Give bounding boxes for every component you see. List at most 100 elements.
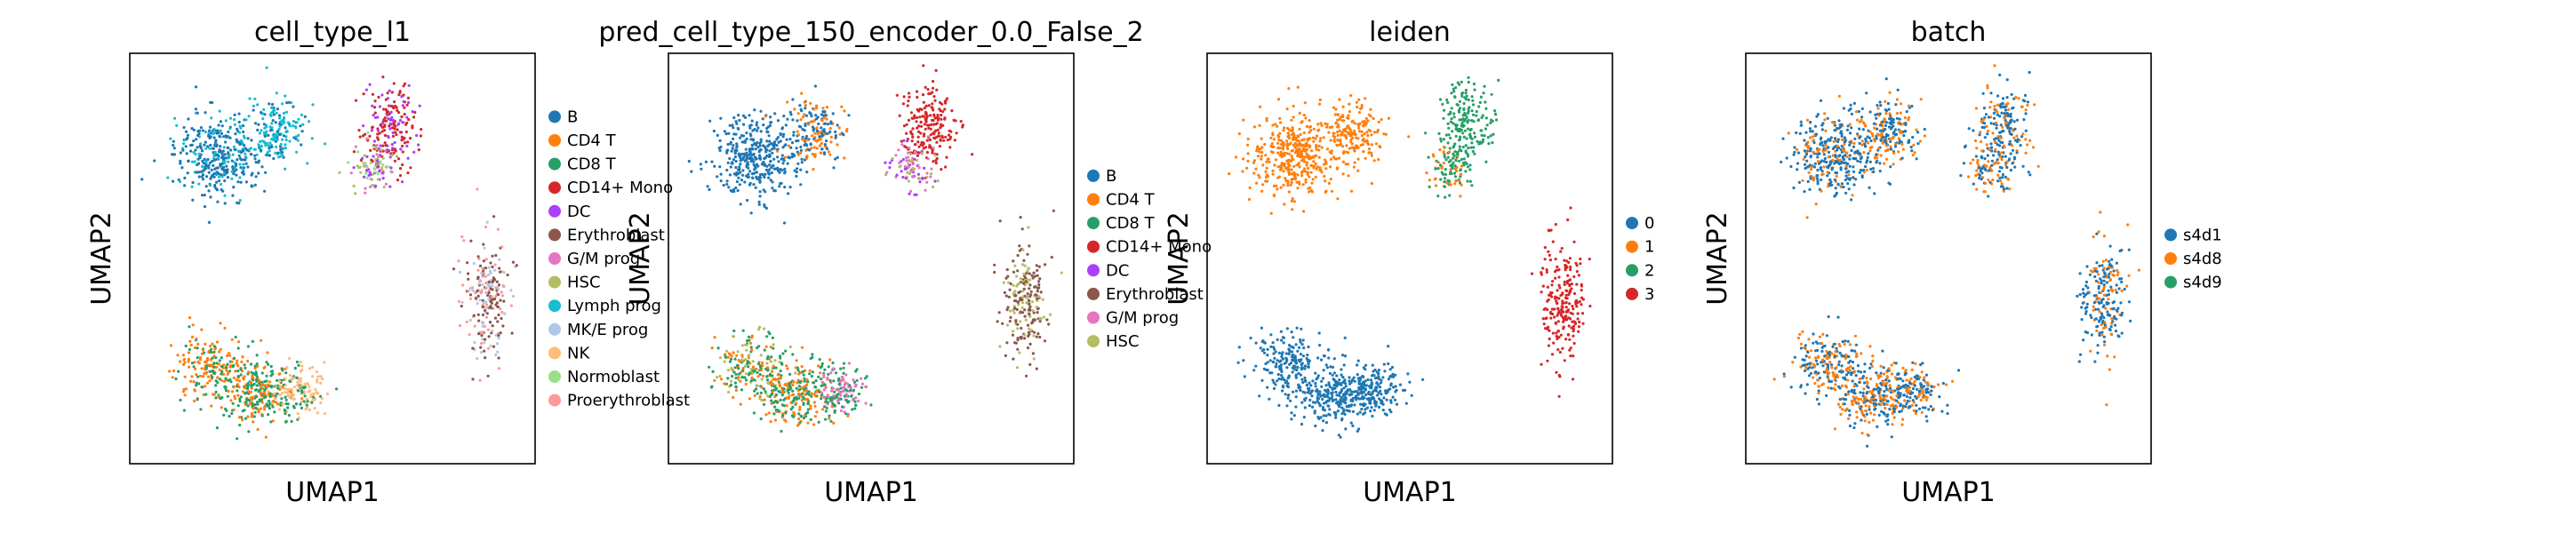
scatter-point bbox=[1480, 133, 1484, 137]
scatter-point bbox=[1338, 129, 1341, 132]
scatter-point bbox=[932, 160, 935, 163]
scatter-point bbox=[1567, 302, 1572, 306]
scatter-point bbox=[783, 155, 787, 159]
scatter-point bbox=[276, 107, 279, 111]
scatter-point bbox=[255, 153, 259, 156]
legend-label: DC bbox=[1106, 261, 1129, 280]
scatter-point bbox=[809, 101, 812, 105]
scatter-point bbox=[1298, 147, 1301, 151]
scatter-point bbox=[214, 379, 218, 383]
scatter-point bbox=[372, 139, 376, 143]
scatter-point bbox=[935, 122, 939, 125]
scatter-point bbox=[905, 123, 908, 126]
scatter-point bbox=[478, 378, 482, 382]
scatter-point bbox=[820, 151, 823, 155]
scatter-point bbox=[828, 417, 831, 420]
scatter-point bbox=[498, 266, 501, 270]
scatter-point bbox=[275, 91, 278, 95]
scatter-point bbox=[1556, 320, 1560, 323]
scatter-point bbox=[362, 92, 365, 96]
scatter-point bbox=[210, 364, 213, 368]
scatter-point bbox=[1315, 144, 1318, 147]
scatter-point bbox=[1013, 293, 1017, 298]
scatter-point bbox=[382, 186, 386, 189]
scatter-point bbox=[1492, 132, 1495, 136]
scatter-point bbox=[394, 149, 397, 153]
scatter-point bbox=[937, 116, 940, 120]
scatter-point bbox=[1481, 114, 1484, 117]
scatter-point bbox=[808, 372, 812, 376]
scatter-point bbox=[1553, 315, 1556, 319]
scatter-point bbox=[1407, 135, 1411, 139]
scatter-point bbox=[1338, 394, 1341, 397]
scatter-point bbox=[1305, 161, 1308, 164]
scatter-point bbox=[474, 291, 477, 295]
scatter-point bbox=[929, 127, 932, 131]
scatter-point bbox=[815, 147, 819, 150]
scatter-point bbox=[506, 273, 509, 277]
scatter-point bbox=[297, 389, 300, 393]
scatter-point bbox=[1038, 335, 1042, 339]
scatter-point bbox=[1459, 195, 1462, 198]
scatter-point bbox=[1557, 373, 1561, 378]
scatter-point bbox=[417, 143, 420, 147]
scatter-point bbox=[354, 192, 357, 195]
scatter-point bbox=[1580, 303, 1583, 306]
scatter-point bbox=[1377, 120, 1380, 123]
scatter-point bbox=[388, 118, 392, 122]
scatter-point bbox=[924, 112, 928, 115]
scatter-point bbox=[1298, 141, 1301, 145]
scatter-point bbox=[1458, 145, 1461, 148]
scatter-point bbox=[481, 274, 484, 278]
scatter-point bbox=[924, 104, 928, 107]
scatter-point bbox=[182, 125, 186, 130]
scatter-point bbox=[864, 402, 868, 405]
scatter-point bbox=[1350, 142, 1354, 146]
scatter-point bbox=[196, 133, 200, 137]
scatter-point bbox=[260, 401, 264, 404]
scatter-point bbox=[750, 172, 755, 176]
scatter-point bbox=[497, 367, 501, 370]
scatter-point bbox=[315, 391, 318, 394]
scatter-point bbox=[831, 396, 835, 400]
scatter-point bbox=[1284, 352, 1288, 355]
scatter-point bbox=[1004, 354, 1007, 357]
scatter-point bbox=[294, 126, 298, 130]
scatter-point bbox=[481, 282, 484, 287]
scatter-point bbox=[765, 357, 770, 361]
scatter-point bbox=[952, 118, 956, 122]
scatter-point bbox=[323, 361, 326, 364]
scatter-point bbox=[1050, 256, 1053, 259]
scatter-point bbox=[465, 320, 468, 324]
scatter-point bbox=[801, 135, 804, 139]
scatter-point bbox=[747, 354, 750, 358]
scatter-point bbox=[1036, 298, 1039, 303]
scatter-point bbox=[1454, 134, 1458, 138]
scatter-point bbox=[1549, 228, 1553, 232]
scatter-point bbox=[748, 371, 751, 375]
scatter-point bbox=[768, 394, 772, 399]
scatter-point bbox=[1303, 399, 1307, 402]
scatter-point bbox=[784, 123, 788, 127]
scatter-point bbox=[1291, 126, 1294, 130]
scatter-point bbox=[209, 195, 212, 199]
legend-marker bbox=[548, 299, 561, 313]
scatter-point bbox=[480, 289, 484, 292]
scatter-point bbox=[753, 370, 756, 373]
scatter-point bbox=[825, 147, 829, 151]
scatter-point bbox=[918, 115, 922, 119]
scatter-point bbox=[931, 102, 934, 106]
scatter-point bbox=[233, 147, 236, 151]
scatter-point bbox=[779, 168, 782, 171]
scatter-point bbox=[908, 146, 911, 149]
scatter-point bbox=[377, 147, 380, 150]
scatter-point bbox=[728, 173, 732, 177]
scatter-point bbox=[1292, 171, 1296, 174]
scatter-point bbox=[1276, 141, 1280, 145]
scatter-point bbox=[168, 370, 172, 373]
scatter-point bbox=[284, 398, 288, 402]
scatter-point bbox=[734, 186, 738, 189]
scatter-point bbox=[1450, 117, 1453, 121]
scatter-point bbox=[1548, 312, 1553, 315]
scatter-point bbox=[945, 155, 948, 159]
